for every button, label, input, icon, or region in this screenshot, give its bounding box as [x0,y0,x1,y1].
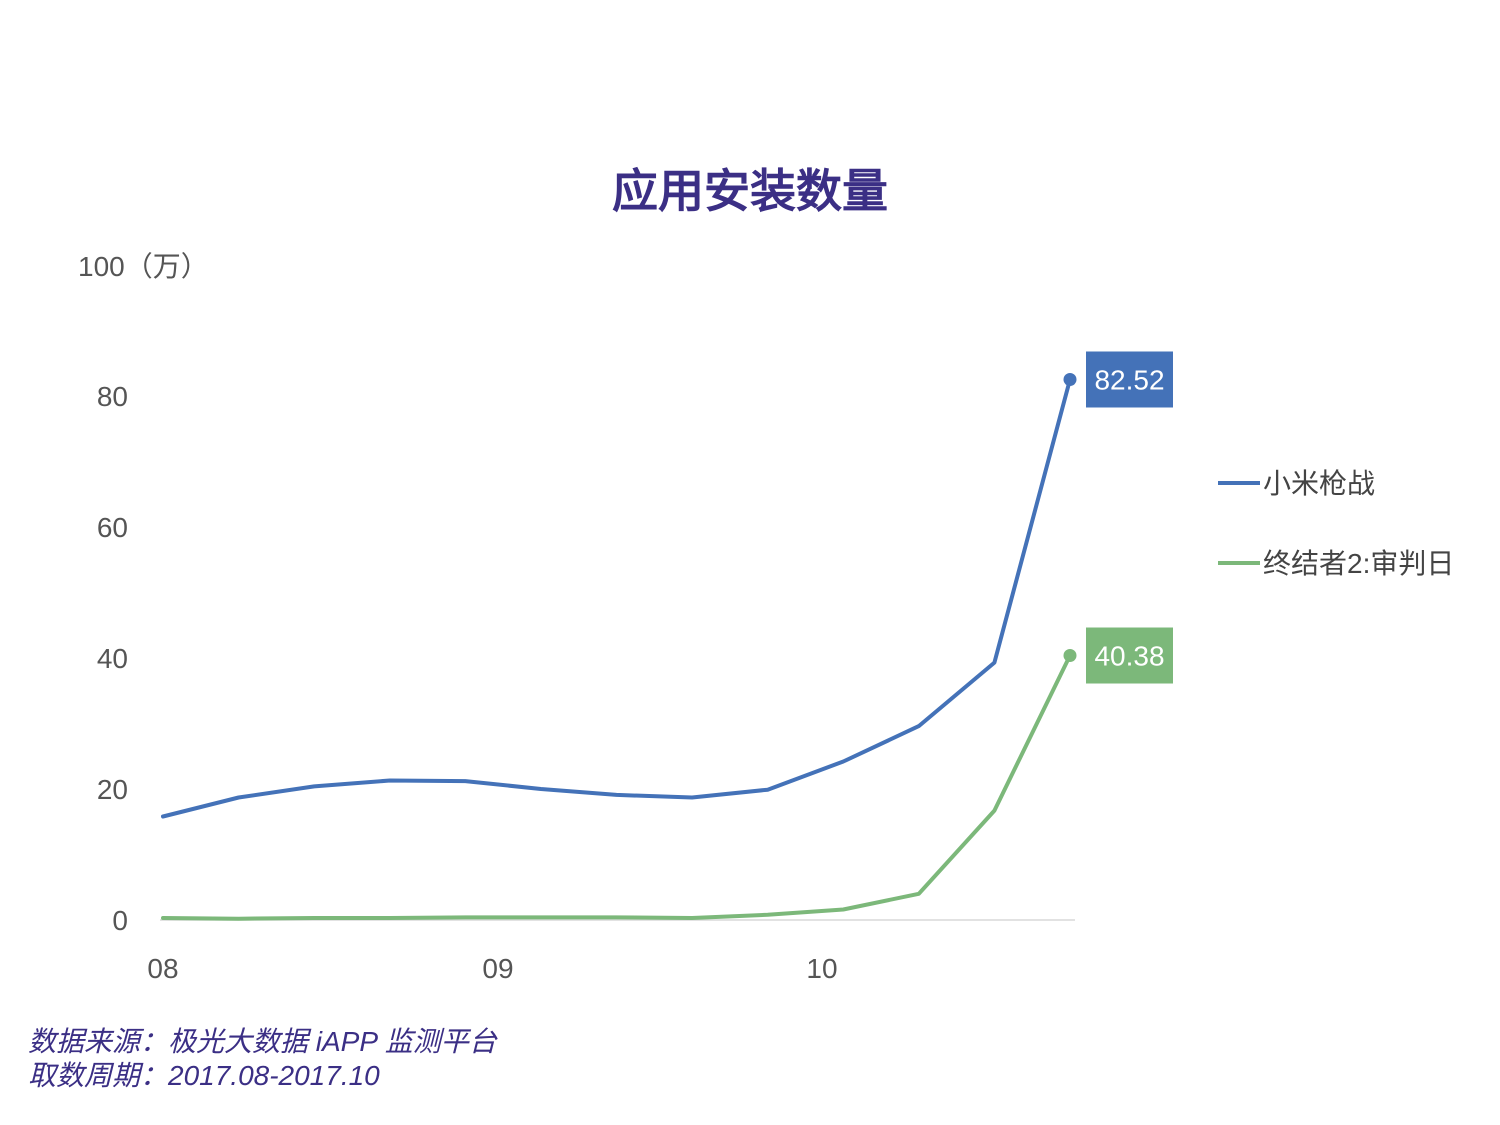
y-axis-label: 100（万） [78,251,209,282]
data-source-note: 数据来源：极光大数据 iAPP 监测平台 [28,1026,497,1057]
x-tick-label: 10 [806,953,837,984]
y-tick-label: 20 [97,774,128,805]
chart-title: 应用安装数量 [612,165,888,217]
x-tick-label: 08 [147,953,178,984]
end-label-box-2 [1086,627,1173,684]
x-tick-label: 09 [482,953,513,984]
y-tick-label: 80 [97,381,128,412]
footer: 数据来源：极光大数据 iAPP 监测平台 取数周期：2017.08-2017.1… [28,1025,497,1093]
end-value-label-2: 40.38 [1094,641,1164,672]
series-end-point-2 [1063,649,1077,663]
legend-label-1: 小米枪战 [1263,468,1375,499]
y-tick-label: 0 [112,905,128,936]
data-period-note: 取数周期：2017.08-2017.10 [28,1060,380,1091]
legend-label-2: 终结者2:审判日 [1263,548,1454,579]
series-line-1 [161,377,1072,819]
y-tick-label: 60 [97,512,128,543]
series-line-2 [161,653,1072,921]
end-value-label-1: 82.52 [1094,364,1164,395]
y-tick-label: 40 [97,643,128,674]
series-end-point-1 [1063,372,1077,386]
end-label-box-1 [1086,351,1173,408]
